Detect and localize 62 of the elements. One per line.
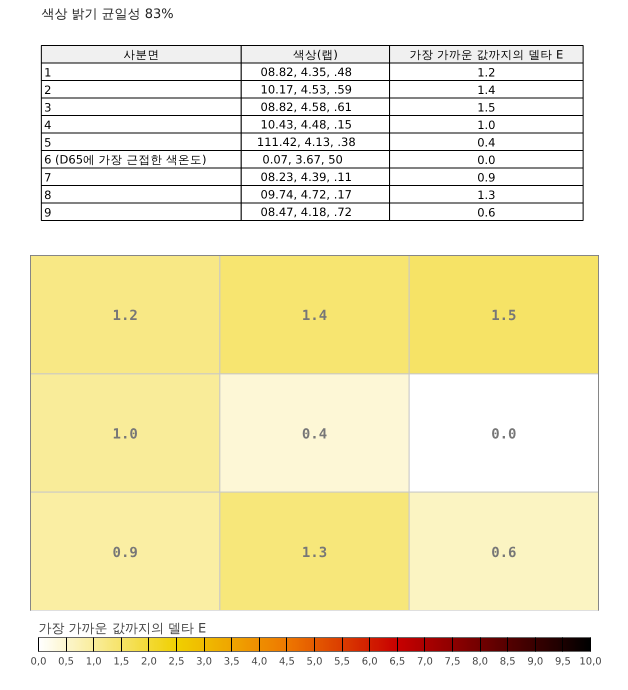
data-label: 1.4	[302, 308, 328, 324]
text: 08.82, 4.35, .48	[260, 64, 352, 79]
text: 9	[44, 205, 52, 220]
color-bar-label: 8,0	[472, 656, 488, 668]
category-label: 가장 가까운 값까지의 델타 E	[409, 47, 564, 62]
text: 0.07, 3.67, 50	[262, 152, 343, 166]
text: 10.17, 4.53, .59	[260, 82, 352, 96]
text: 0.0	[477, 152, 496, 167]
color-bar-label: 0,0	[30, 656, 46, 668]
data-label: 0.6	[491, 544, 516, 561]
color-bar-label: 3,5	[224, 656, 240, 668]
data-label: 1.0	[112, 426, 138, 442]
text: 1.4	[477, 82, 496, 97]
text: 1.2	[477, 65, 496, 80]
color-bar-label: 3,0	[196, 656, 212, 668]
color-bar-label: 2,0	[140, 656, 157, 668]
data-label: 0.4	[302, 426, 328, 442]
color-bar-label: 1,0	[86, 656, 102, 668]
color-bar-label: 2,5	[168, 656, 184, 668]
text: 1	[44, 65, 52, 80]
text: 색상 밝기 균일성 83%	[41, 7, 174, 22]
text: 10.43, 4.48, .15	[260, 117, 352, 132]
color-bar-label: 9,5	[554, 656, 571, 668]
color-bar-label: 7,0	[416, 656, 433, 668]
text: 5	[44, 135, 52, 150]
color-bar-label: 9,0	[527, 656, 544, 668]
color-bar-label: 10,0	[579, 656, 602, 668]
text: 09.74, 4.72, .17	[260, 187, 352, 202]
color-bar-label: 6,5	[389, 656, 406, 668]
text: 8	[44, 188, 52, 202]
text: 4	[44, 118, 52, 132]
color-bar-label: 7,5	[444, 656, 460, 668]
text: 1.0	[477, 118, 496, 132]
text: 08.23, 4.39, .11	[260, 170, 352, 184]
category-label: 사분면	[123, 47, 160, 62]
text: 6 (D65에 가장 근접한 색온도)	[44, 152, 206, 166]
color-bar-label: 4,5	[278, 656, 295, 668]
color-bar-label: 0,5	[58, 656, 74, 668]
data-label: 1.3	[302, 544, 328, 561]
data-label: 0.9	[112, 544, 138, 561]
color-bar-title: 가장 가까운 값까지의 델타 E	[38, 622, 206, 636]
text: 0.6	[477, 205, 496, 220]
color-bar-label: 6,0	[362, 656, 378, 668]
color-bar-label: 5,0	[306, 656, 322, 668]
category-label: 색상(랩)	[292, 47, 338, 62]
text: 7	[44, 170, 52, 184]
text: 08.47, 4.18, .72	[260, 204, 352, 219]
text: 0.4	[477, 135, 496, 150]
text: 0.9	[477, 170, 496, 184]
text: 1.3	[477, 188, 496, 202]
color-bar-label: 8,5	[500, 656, 516, 668]
text: 2	[44, 82, 52, 97]
text: 3	[44, 100, 52, 114]
data-label: 0.0	[491, 426, 516, 442]
text: 111.42, 4.13, .38	[256, 134, 356, 149]
data-label: 1.2	[112, 308, 138, 324]
text: 1.5	[477, 100, 496, 114]
text: 08.82, 4.58, .61	[260, 100, 352, 114]
data-label: 1.5	[491, 308, 516, 324]
color-bar-label: 4,0	[251, 656, 268, 668]
color-bar-label: 5,5	[334, 656, 350, 668]
color-bar-label: 1,5	[113, 656, 130, 668]
